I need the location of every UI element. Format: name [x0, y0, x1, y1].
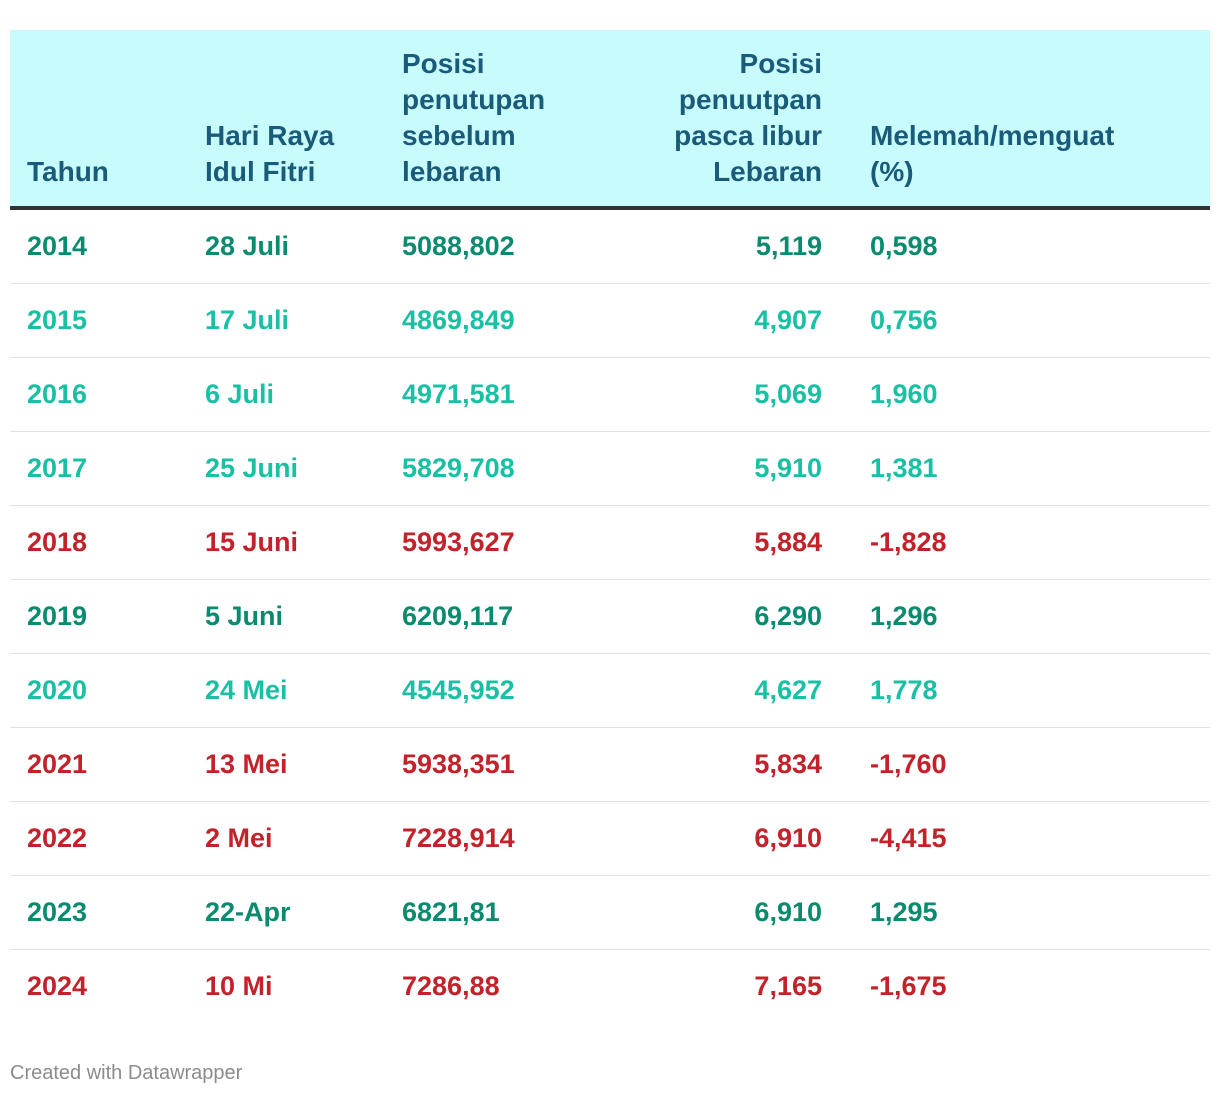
header-hari-raya[interactable]: Hari Raya Idul Fitri: [205, 30, 402, 210]
cell-persen: 0,756: [870, 283, 1210, 358]
header-melemah-menguat-line: Melemah/menguat: [870, 120, 1115, 151]
cell-hari-raya: 15 Juni: [205, 505, 402, 580]
cell-persen: -1,675: [870, 971, 947, 1001]
cell-posisi-pasca: 6,290: [612, 579, 870, 654]
table-row: 2015 17 Juli 4869,849 4,907 0,756: [10, 283, 1210, 358]
cell-posisi-sebelum: 4869,849: [402, 283, 612, 358]
header-posisi-pasca-line: pasca libur: [674, 120, 822, 151]
cell-tahun: 2023: [10, 875, 205, 950]
table-row: 2021 13 Mei 5938,351 5,834 -1,760: [10, 727, 1210, 802]
header-row: Tahun Hari Raya Idul Fitri Posisi penutu…: [10, 30, 1210, 210]
cell-persen: 0,598: [870, 208, 1210, 284]
cell-posisi-pasca: 7,165: [754, 971, 822, 1001]
cell-hari-raya: 6 Juli: [205, 357, 402, 432]
cell-hari-raya: 24 Mei: [205, 653, 402, 728]
table-body: 2014 28 Juli 5088,802 5,119 0,598 2015 17 Juli…: [10, 208, 1210, 1023]
cell-posisi-sebelum: 5938,351: [402, 727, 612, 802]
header-tahun-line: Tahun: [27, 156, 109, 187]
datawrapper-credit: Created with Datawrapper: [10, 1062, 243, 1084]
data-table-container: Tahun Hari Raya Idul Fitri Posisi penutu…: [10, 30, 1210, 1023]
cell-posisi-sebelum: 7228,914: [402, 801, 612, 876]
cell-hari-raya: 2 Mei: [205, 801, 402, 876]
cell-posisi-sebelum: 6821,81: [402, 875, 612, 950]
cell-posisi-sebelum: 6209,117: [402, 579, 612, 654]
cell-posisi-sebelum: 4545,952: [402, 653, 612, 728]
table-row: 2014 28 Juli 5088,802 5,119 0,598: [10, 208, 1210, 284]
cell-tahun: 2021: [10, 727, 205, 802]
cell-tahun: 2014: [10, 208, 205, 284]
cell-hari-raya: 25 Juni: [205, 431, 402, 506]
cell-posisi-sebelum: 4971,581: [402, 357, 612, 432]
cell-persen: 1,960: [870, 357, 1210, 432]
cell-posisi-pasca: 5,069: [612, 357, 870, 432]
cell-hari-raya: 22-Apr: [205, 875, 402, 950]
cell-posisi-pasca: 6,910: [612, 875, 870, 950]
header-posisi-sebelum-line: Posisi: [402, 48, 485, 79]
header-melemah-menguat[interactable]: Melemah/menguat (%): [870, 30, 1210, 210]
table-header: Tahun Hari Raya Idul Fitri Posisi penutu…: [10, 30, 1210, 210]
table-row: 2022 2 Mei 7228,914 6,910 -4,415: [10, 801, 1210, 876]
cell-posisi-sebelum: 5088,802: [402, 208, 612, 284]
cell-tahun: 2015: [10, 283, 205, 358]
cell-posisi-sebelum: 7286,88: [402, 971, 500, 1001]
cell-hari-raya: 17 Juli: [205, 283, 402, 358]
cell-posisi-pasca: 4,627: [612, 653, 870, 728]
cell-tahun: 2018: [10, 505, 205, 580]
cell-posisi-sebelum: 5993,627: [402, 505, 612, 580]
table-row: 2023 22-Apr 6821,81 6,910 1,295: [10, 875, 1210, 950]
header-posisi-sebelum[interactable]: Posisi penutupan sebelum lebaran: [402, 30, 612, 210]
cell-posisi-pasca: 6,910: [612, 801, 870, 876]
cell-posisi-pasca: 5,834: [612, 727, 870, 802]
header-melemah-menguat-line: (%): [870, 156, 914, 187]
header-posisi-sebelum-line: sebelum: [402, 120, 516, 151]
cell-persen: 1,295: [870, 875, 1210, 950]
cell-hari-raya: 28 Juli: [205, 208, 402, 284]
cell-posisi-pasca: 5,884: [612, 505, 870, 580]
cell-persen: -1,760: [870, 727, 1210, 802]
cell-tahun: 2022: [10, 801, 205, 876]
cell-persen: -4,415: [870, 801, 1210, 876]
cell-hari-raya: 10 Mi: [205, 971, 273, 1001]
cell-persen: 1,778: [870, 653, 1210, 728]
cell-tahun: 2019: [10, 579, 205, 654]
cell-posisi-pasca: 4,907: [612, 283, 870, 358]
cell-posisi-sebelum: 5829,708: [402, 431, 612, 506]
cell-hari-raya: 13 Mei: [205, 727, 402, 802]
cell-persen: 1,296: [870, 579, 1210, 654]
header-posisi-pasca-line: penuutpan: [678, 84, 822, 115]
cell-persen: 1,381: [870, 431, 1210, 506]
cell-posisi-pasca: 5,910: [612, 431, 870, 506]
data-table: Tahun Hari Raya Idul Fitri Posisi penutu…: [10, 30, 1210, 1023]
header-posisi-sebelum-line: lebaran: [402, 156, 502, 187]
cell-tahun: 2016: [10, 357, 205, 432]
table-row: 2016 6 Juli 4971,581 5,069 1,960: [10, 357, 1210, 432]
table-row: 2017 25 Juni 5829,708 5,910 1,381: [10, 431, 1210, 506]
cell-tahun: 2024: [27, 971, 88, 1001]
cell-persen: -1,828: [870, 505, 1210, 580]
header-hari-raya-line: Idul Fitri: [205, 156, 316, 187]
header-posisi-sebelum-line: penutupan: [402, 84, 546, 115]
cell-tahun: 2017: [10, 431, 205, 506]
table-row: 2024 10 Mi 7286,88 7,165 -1,675: [10, 950, 1210, 1024]
table-row: 2020 24 Mei 4545,952 4,627 1,778: [10, 653, 1210, 728]
table-row: 2019 5 Juni 6209,117 6,290 1,296: [10, 579, 1210, 654]
header-tahun[interactable]: Tahun: [10, 30, 205, 210]
cell-tahun: 2020: [10, 653, 205, 728]
cell-posisi-pasca: 5,119: [612, 208, 870, 284]
header-posisi-pasca-line: Posisi: [739, 48, 822, 79]
cell-hari-raya: 5 Juni: [205, 579, 402, 654]
header-hari-raya-line: Hari Raya: [205, 120, 335, 151]
header-posisi-pasca-line: Lebaran: [713, 156, 822, 187]
header-posisi-pasca[interactable]: Posisi penuutpan pasca libur Lebaran: [612, 30, 870, 210]
table-row: 2018 15 Juni 5993,627 5,884 -1,828: [10, 505, 1210, 580]
